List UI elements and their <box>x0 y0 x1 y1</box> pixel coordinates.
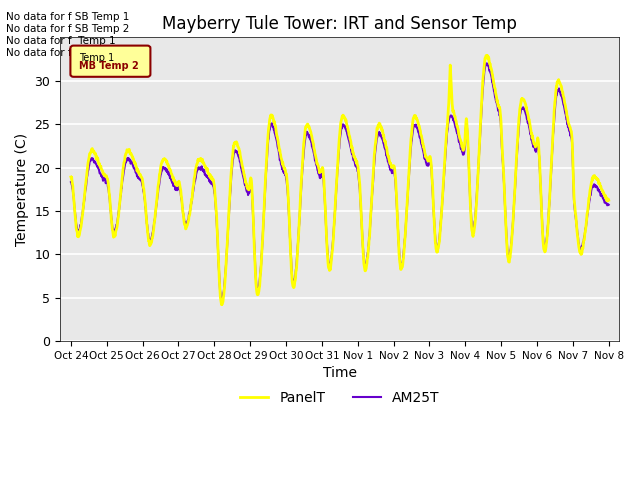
AM25T <box>494 108 502 113</box>
Legend: PanelT, AM25T: PanelT, AM25T <box>235 385 445 410</box>
PanelT <box>424 157 431 163</box>
Text: Temp 1: Temp 1 <box>79 53 114 63</box>
AM25T <box>247 180 255 186</box>
Text: No data for f  Temp 1: No data for f Temp 1 <box>6 36 116 46</box>
PanelT <box>218 302 225 308</box>
PanelT <box>187 205 195 211</box>
AM25T <box>67 179 75 185</box>
PanelT <box>494 103 502 108</box>
Line: PanelT: PanelT <box>71 56 609 305</box>
Text: MB Temp 2: MB Temp 2 <box>79 60 138 71</box>
Title: Mayberry Tule Tower: IRT and Sensor Temp: Mayberry Tule Tower: IRT and Sensor Temp <box>163 15 517 33</box>
PanelT <box>247 176 255 181</box>
AM25T <box>605 202 612 208</box>
PanelT <box>67 174 75 180</box>
Text: No data for f  Temp 2: No data for f Temp 2 <box>6 48 116 58</box>
AM25T <box>482 60 490 66</box>
PanelT <box>541 247 549 253</box>
PanelT <box>173 180 181 186</box>
Line: AM25T: AM25T <box>71 63 609 300</box>
AM25T <box>541 243 549 249</box>
X-axis label: Time: Time <box>323 366 357 381</box>
AM25T <box>218 297 226 303</box>
Y-axis label: Temperature (C): Temperature (C) <box>15 132 29 246</box>
AM25T <box>173 185 181 191</box>
Text: No data for f SB Temp 2: No data for f SB Temp 2 <box>6 24 130 34</box>
PanelT <box>605 197 612 203</box>
AM25T <box>424 161 431 167</box>
PanelT <box>483 53 490 59</box>
Text: No data for f SB Temp 1: No data for f SB Temp 1 <box>6 12 130 22</box>
AM25T <box>187 205 195 211</box>
